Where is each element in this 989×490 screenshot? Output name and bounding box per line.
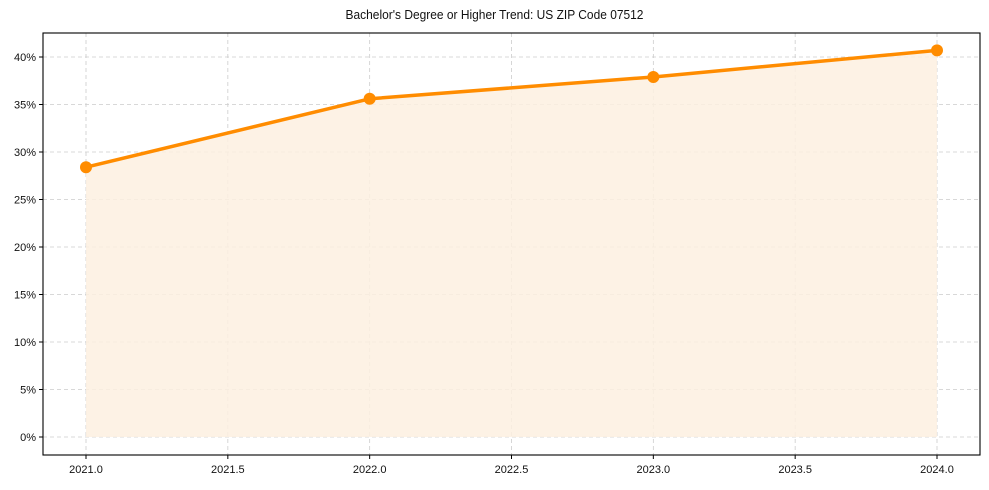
x-tick-label: 2022.5 [495,464,529,476]
data-point-marker [931,44,943,57]
x-axis: 2021.0 2021.5 2022.0 2022.5 2023.0 2023.5 2024… [69,455,954,476]
y-tick-label: 10% [14,337,36,349]
y-tick-label: 5% [20,385,36,397]
x-tick-label: 2023.0 [637,464,671,476]
chart-title: Bachelor's Degree or Higher Trend: US ZI… [345,7,644,22]
data-point-marker [80,161,92,174]
x-tick-label: 2024.0 [920,464,954,476]
area-fill [86,50,937,437]
y-tick-label: 0% [20,432,36,444]
y-tick-label: 35% [14,100,36,112]
data-line [85,48,938,169]
y-tick-label: 40% [14,52,36,64]
y-tick-label: 30% [14,147,36,159]
x-tick-label: 2021.0 [69,464,103,476]
x-tick-label: 2022.0 [353,464,387,476]
y-tick-label: 20% [14,242,36,254]
x-tick-label: 2023.5 [778,464,812,476]
y-tick-label: 25% [14,195,36,207]
y-tick-label: 15% [14,290,36,302]
data-point-marker [363,92,376,105]
data-markers [80,44,943,174]
y-axis: 0% 5% 10% 15% 20% 25% 30% 35% 40% [14,52,43,444]
data-point-marker [647,70,660,83]
x-tick-label: 2021.5 [211,464,245,476]
